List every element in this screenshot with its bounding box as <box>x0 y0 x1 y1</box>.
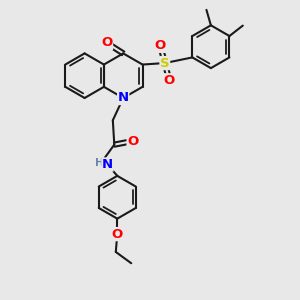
Text: S: S <box>160 57 169 70</box>
Text: O: O <box>127 135 138 148</box>
Text: H: H <box>95 158 104 168</box>
Text: N: N <box>118 92 129 104</box>
Text: O: O <box>101 37 112 50</box>
Text: O: O <box>155 39 166 52</box>
Text: O: O <box>164 74 175 87</box>
Text: N: N <box>102 158 113 171</box>
Text: O: O <box>112 228 123 241</box>
